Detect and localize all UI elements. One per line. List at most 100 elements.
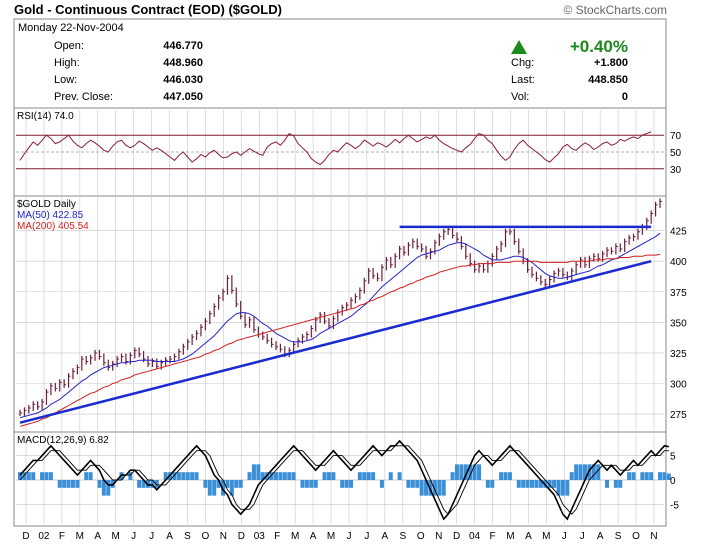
macd-histogram-bar	[547, 480, 552, 488]
x-tick-label: O	[202, 531, 210, 542]
rsi-tick-label: 50	[670, 148, 682, 159]
macd-histogram-bar	[569, 472, 574, 480]
x-tick-label: S	[184, 531, 191, 542]
macd-histogram-bar	[40, 472, 45, 480]
x-tick-label: M	[327, 531, 335, 542]
x-tick-label: J	[562, 531, 567, 542]
high-value: 448.960	[163, 57, 203, 69]
macd-histogram-bar	[282, 472, 287, 480]
x-tick-label: A	[310, 531, 317, 542]
macd-histogram-bar	[516, 480, 521, 488]
macd-histogram-bar	[101, 480, 106, 496]
chart-title: Gold - Continuous Contract (EOD) ($GOLD)	[14, 2, 282, 17]
macd-histogram-bar	[221, 480, 226, 496]
support-trendline	[19, 259, 652, 424]
macd-histogram-bar	[97, 480, 102, 488]
macd-histogram-bar	[538, 480, 543, 488]
macd-histogram-bar	[596, 464, 601, 480]
x-tick-label: J	[346, 531, 351, 542]
x-tick-label: O	[632, 531, 640, 542]
macd-line	[19, 439, 669, 521]
macd-histogram-bar	[304, 480, 309, 488]
rsi-tick-label: 30	[670, 165, 682, 176]
macd-histogram-bar	[406, 480, 411, 488]
macd-histogram-bar	[48, 472, 53, 480]
macd-histogram-bar	[207, 480, 212, 496]
macd-histogram-bar	[450, 472, 455, 480]
macd-histogram-bar	[578, 464, 583, 480]
price-tick-label: 275	[670, 410, 687, 421]
x-tick-label: O	[417, 531, 425, 542]
macd-histogram-bar	[640, 472, 645, 480]
last-label: Last:	[511, 74, 535, 86]
ma50-line	[19, 232, 661, 419]
macd-histogram-bar	[388, 472, 393, 480]
macd-histogram-bar	[62, 480, 67, 488]
macd-histogram-bar	[357, 472, 362, 480]
x-tick-label: J	[580, 531, 585, 542]
macd-histogram-bar	[454, 464, 459, 480]
macd-histogram-bar	[70, 480, 75, 488]
x-tick-label: M	[506, 531, 514, 542]
x-tick-label: A	[525, 531, 532, 542]
macd-histogram-bar	[618, 480, 623, 488]
price-tick-label: 400	[670, 257, 687, 268]
x-tick-label: N	[650, 531, 657, 542]
macd-histogram-bar	[75, 480, 80, 488]
macd-histogram-bar	[278, 472, 283, 480]
macd-histogram-bar	[507, 472, 512, 480]
macd-histogram-bar	[530, 480, 534, 488]
macd-histogram-bar	[574, 464, 579, 480]
copyright-text[interactable]: © StockCharts.com	[563, 3, 667, 17]
x-tick-label: N	[435, 531, 442, 542]
macd-histogram-bar	[485, 480, 490, 488]
chg-label: Chg:	[511, 57, 534, 69]
x-tick-label: J	[131, 531, 136, 542]
high-label: High:	[54, 57, 80, 69]
macd-histogram-bar	[238, 480, 243, 488]
macd-histogram-bar	[472, 464, 477, 480]
macd-histogram-bar	[432, 480, 437, 496]
macd-histogram-bar	[582, 464, 587, 480]
macd-histogram-bar	[194, 472, 199, 480]
macd-histogram-bar	[340, 480, 345, 488]
macd-histogram-bar	[141, 480, 146, 488]
macd-histogram-bar	[331, 472, 336, 480]
up-arrow-icon	[511, 40, 527, 54]
macd-histogram-bar	[57, 480, 62, 488]
macd-histogram-bar	[441, 480, 446, 496]
macd-histogram-bar	[379, 480, 384, 488]
macd-histogram-bar	[190, 472, 195, 480]
macd-histogram-bar	[468, 464, 473, 480]
macd-histogram-bar	[477, 464, 482, 480]
macd-histogram-bar	[31, 472, 36, 480]
macd-tick-label: 5	[670, 452, 676, 463]
macd-histogram-bar	[463, 464, 468, 480]
macd-histogram-bar	[410, 480, 415, 488]
last-value: 448.850	[588, 74, 628, 86]
price-tick-label: 425	[670, 227, 687, 238]
quote-box	[13, 18, 667, 109]
x-tick-label: S	[399, 531, 406, 542]
x-tick-label: D	[22, 531, 29, 542]
x-tick-label: 02	[38, 531, 50, 542]
x-tick-label: 03	[254, 531, 266, 542]
macd-histogram-bar	[234, 480, 239, 488]
macd-tick-label: 0	[670, 476, 676, 487]
macd-histogram-bar	[154, 480, 159, 488]
macd-histogram-bar	[525, 480, 530, 488]
price-tick-label: 325	[670, 349, 687, 360]
macd-histogram-bar	[565, 480, 570, 496]
open-value: 446.770	[163, 40, 203, 52]
vol-label: Vol:	[511, 91, 529, 103]
macd-histogram-bar	[172, 472, 177, 480]
macd-histogram-bar	[269, 472, 274, 480]
macd-histogram-bar	[371, 472, 376, 480]
macd-histogram-bar	[397, 472, 402, 480]
x-tick-label: J	[364, 531, 369, 542]
vol-value: 0	[622, 91, 628, 103]
macd-histogram-bar	[203, 480, 208, 488]
macd-histogram-bar	[225, 480, 230, 488]
price-panel	[13, 195, 667, 433]
macd-signal-line	[19, 445, 669, 515]
